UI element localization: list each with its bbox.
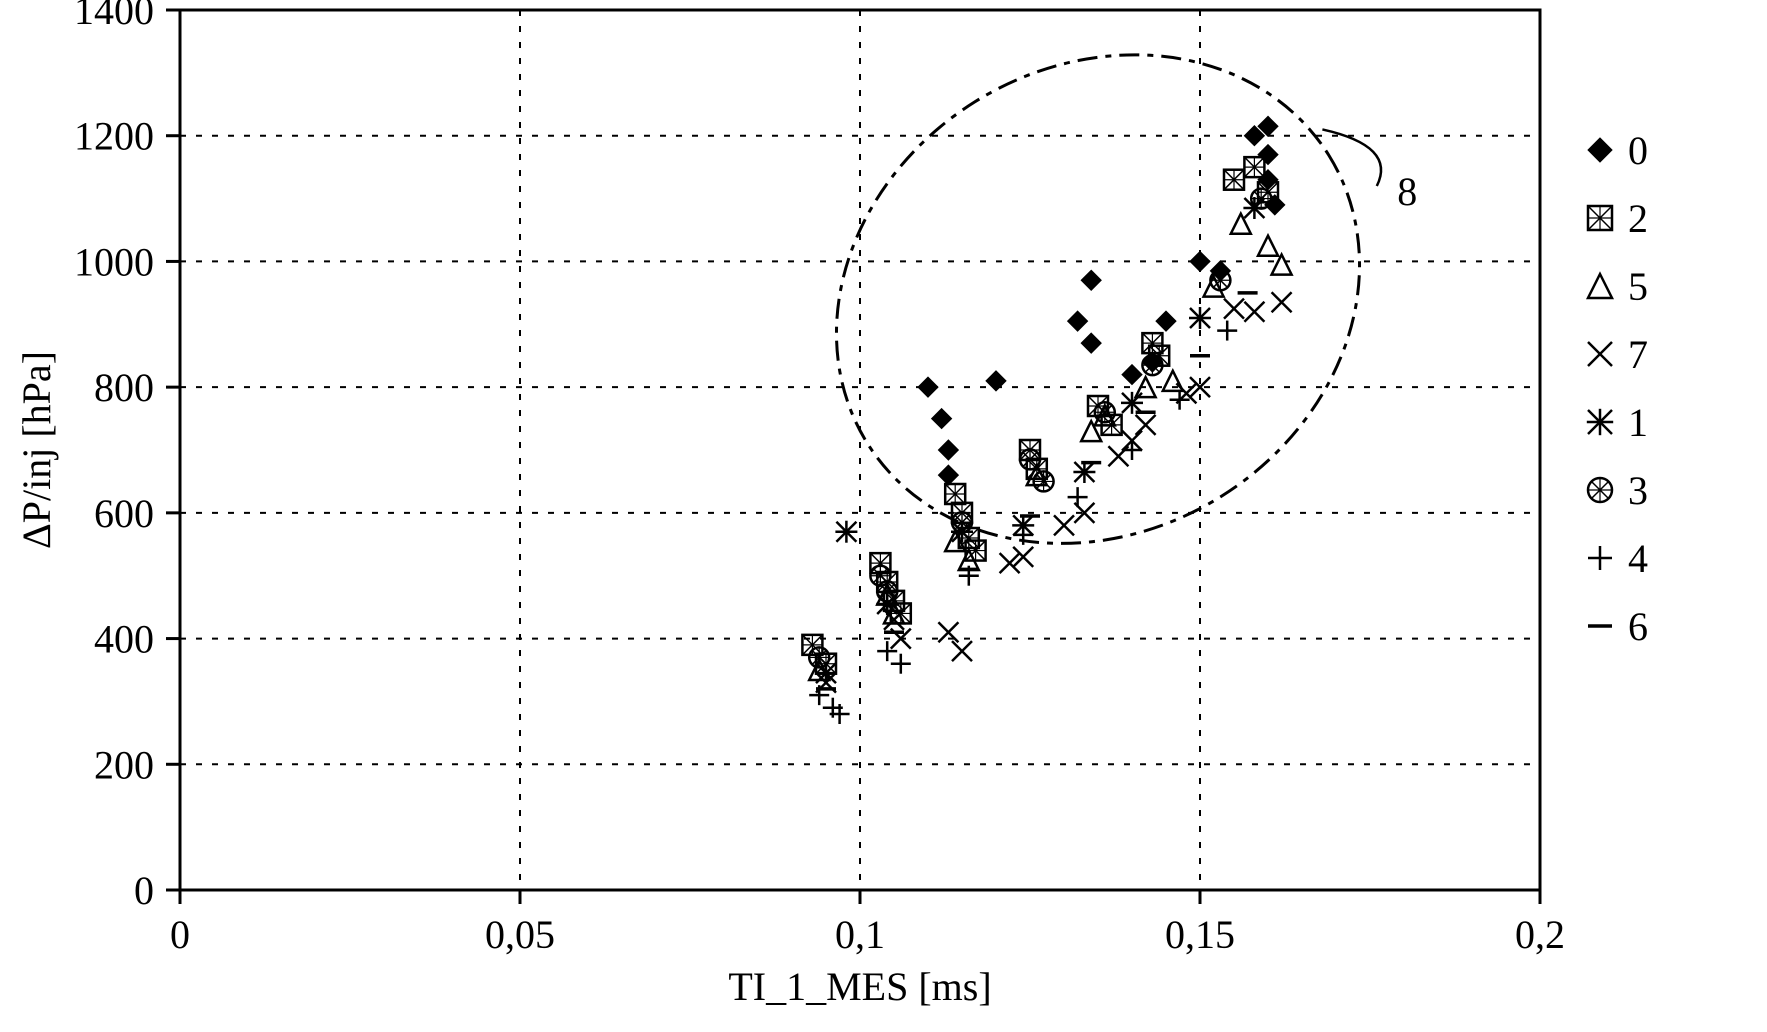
data-point [877, 581, 897, 601]
legend-label: 5 [1628, 264, 1648, 309]
y-tick-label: 400 [94, 617, 154, 662]
x-tick-label: 0 [170, 912, 190, 957]
x-tick-label: 0,2 [1515, 912, 1565, 957]
data-point [1156, 311, 1176, 331]
legend-item: 0 [1588, 128, 1648, 173]
y-tick-label: 600 [94, 491, 154, 536]
data-point [938, 465, 958, 485]
legend-label: 6 [1628, 604, 1648, 649]
data-point [932, 409, 952, 429]
data-point [1142, 355, 1162, 375]
data-point [1068, 487, 1088, 507]
data-point [952, 512, 972, 532]
data-point [1251, 189, 1271, 209]
legend-item: 3 [1588, 468, 1648, 513]
data-point [986, 371, 1006, 391]
annotation-ellipse [744, 0, 1452, 641]
legend-label: 2 [1628, 196, 1648, 241]
y-axis-label: ΔP/inj [hPa] [14, 351, 59, 549]
data-point [1272, 255, 1292, 275]
legend-label: 7 [1628, 332, 1648, 377]
data-point [1020, 449, 1040, 469]
data-point [1034, 471, 1054, 491]
data-point [809, 647, 829, 667]
data-point [1190, 251, 1210, 271]
data-point [835, 521, 857, 543]
x-tick-label: 0,05 [485, 912, 555, 957]
data-point [1224, 299, 1244, 319]
data-point [891, 654, 911, 674]
legend-item: 7 [1588, 332, 1648, 377]
data-point [1244, 157, 1264, 177]
legend-item: 5 [1588, 264, 1648, 309]
legend-item: 1 [1587, 400, 1648, 445]
data-point [1224, 170, 1244, 190]
data-point [1272, 292, 1292, 312]
data-point [945, 484, 965, 504]
data-point [1054, 515, 1074, 535]
data-point [1231, 214, 1251, 234]
y-tick-label: 1200 [74, 114, 154, 159]
chart-svg: 0 0,05 0,1 0,15 0,2 0 200 400 600 800 1000 1200 1400… [0, 0, 1767, 1032]
data-point [1081, 333, 1101, 353]
legend-item: 4 [1588, 536, 1648, 581]
scatter-chart: 0 0,05 0,1 0,15 0,2 0 200 400 600 800 1000 1200 1400… [0, 0, 1767, 1032]
data-point [1217, 321, 1237, 341]
data-point [1095, 402, 1115, 422]
legend-label: 0 [1628, 128, 1648, 173]
data-point [918, 377, 938, 397]
data-point [1244, 302, 1264, 322]
legend-item: 6 [1588, 604, 1648, 649]
legend-label: 1 [1628, 400, 1648, 445]
x-tick-label: 0,1 [835, 912, 885, 957]
annotation-label: 8 [1397, 169, 1417, 214]
data-point [1081, 421, 1101, 441]
y-tick-label: 800 [94, 365, 154, 410]
legend-item: 2 [1588, 196, 1648, 241]
legend-label: 3 [1628, 468, 1648, 513]
data-point [1258, 236, 1278, 256]
data-point [1122, 365, 1142, 385]
data-point [952, 641, 972, 661]
y-tick-label: 200 [94, 742, 154, 787]
data-point [1136, 415, 1156, 435]
y-tick-label: 0 [134, 868, 154, 913]
legend-label: 4 [1628, 536, 1648, 581]
data-point [1189, 307, 1211, 329]
data-point [938, 440, 958, 460]
y-tick-label: 1000 [74, 239, 154, 284]
x-tick-label: 0,15 [1165, 912, 1235, 957]
data-point [1122, 440, 1142, 460]
data-point [1081, 270, 1101, 290]
x-axis-label: TI_1_MES [ms] [728, 964, 991, 1009]
y-tick-label: 1400 [74, 0, 154, 33]
data-point [1210, 270, 1230, 290]
data-point [1068, 311, 1088, 331]
